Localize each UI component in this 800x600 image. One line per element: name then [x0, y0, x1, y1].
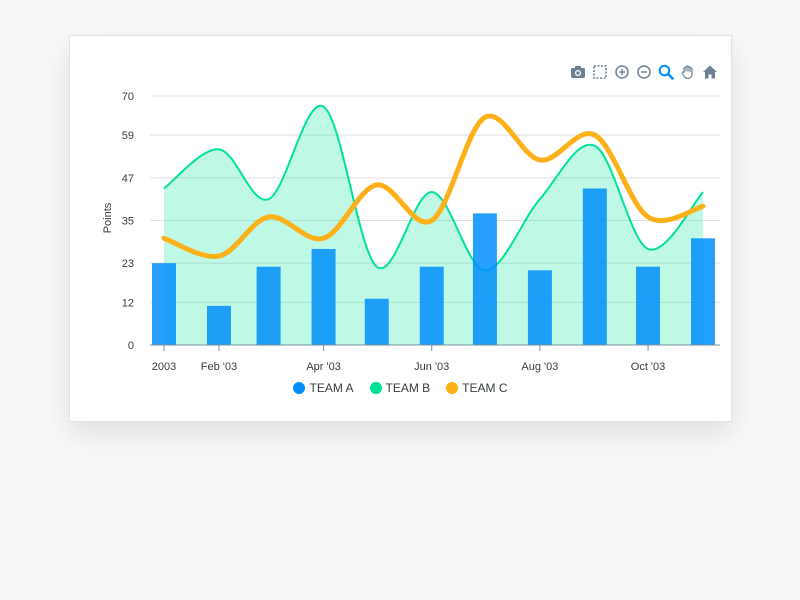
team-a-bar[interactable]: [419, 266, 444, 345]
team-b-area: [163, 104, 704, 346]
x-tick-label: 2003: [152, 361, 176, 373]
legend-item-team-c[interactable]: TEAM C: [446, 381, 508, 395]
y-tick-label: 70: [122, 91, 134, 103]
y-tick-label: 35: [122, 216, 134, 228]
team-a-bar[interactable]: [256, 266, 281, 345]
hand-icon: [681, 65, 693, 80]
legend-item-team-a[interactable]: TEAM A: [293, 381, 354, 395]
team-b-area-fill: [164, 105, 703, 346]
magnifier-icon: [658, 64, 674, 80]
chart-toolbar: [567, 63, 721, 81]
y-tick-label: 0: [128, 340, 134, 352]
zoom-button[interactable]: [655, 63, 677, 81]
chart-plot: 0 12 23 35 47 59 70 Points 2003 Feb '03 Apr '03 J…: [102, 91, 720, 373]
zoom-in-icon: [615, 65, 629, 79]
y-axis-title: Points: [102, 202, 114, 233]
x-axis: 2003 Feb '03 Apr '03 Jun '03 Aug '03 Oct '03: [150, 344, 720, 373]
team-b-line: [163, 104, 704, 272]
team-a-bars: [152, 188, 715, 345]
zoom-out-button[interactable]: [633, 63, 655, 81]
y-tick-label: 12: [122, 297, 134, 309]
legend-marker-team-b: [369, 382, 382, 394]
x-tick-label: Apr '03: [306, 361, 341, 373]
team-c-line-path: [161, 113, 706, 259]
legend-label-team-c: TEAM C: [462, 381, 508, 395]
team-a-bar[interactable]: [364, 298, 389, 345]
x-tick-label: Jun '03: [414, 361, 449, 373]
x-tick-label: Aug '03: [521, 361, 558, 373]
team-a-bar[interactable]: [472, 213, 497, 345]
selection-icon: [593, 65, 607, 79]
legend-item-team-b[interactable]: TEAM B: [369, 381, 431, 395]
team-a-bar[interactable]: [527, 270, 552, 345]
team-c-line: [161, 113, 706, 259]
team-a-bar[interactable]: [311, 248, 336, 345]
download-button[interactable]: [567, 63, 589, 81]
chart-legend: TEAM A TEAM B TEAM C: [70, 381, 731, 395]
team-a-bar[interactable]: [636, 266, 661, 345]
camera-icon: [571, 66, 585, 78]
home-icon: [703, 65, 717, 79]
x-tick-label: Oct '03: [631, 361, 666, 373]
team-a-bar[interactable]: [206, 305, 231, 345]
zoom-in-button[interactable]: [611, 63, 633, 81]
zoom-out-icon: [637, 65, 651, 79]
chart-card: 0 12 23 35 47 59 70 Points 2003 Feb '03 Apr '03 J…: [69, 35, 732, 422]
legend-marker-team-a: [293, 382, 306, 394]
team-a-bar[interactable]: [691, 238, 715, 345]
legend-label-team-b: TEAM B: [385, 381, 431, 395]
pan-button[interactable]: [677, 63, 699, 81]
team-a-bar[interactable]: [152, 263, 176, 345]
y-axis-labels: 0 12 23 35 47 59 70: [122, 91, 134, 352]
y-tick-label: 47: [122, 173, 134, 185]
team-a-bar[interactable]: [582, 188, 607, 345]
legend-marker-team-c: [446, 382, 459, 394]
selection-zoom-button[interactable]: [589, 63, 611, 81]
y-tick-label: 23: [122, 258, 134, 270]
reset-zoom-button[interactable]: [699, 63, 721, 81]
y-tick-label: 59: [122, 130, 134, 142]
legend-label-team-a: TEAM A: [309, 381, 354, 395]
x-tick-label: Feb '03: [201, 361, 237, 373]
